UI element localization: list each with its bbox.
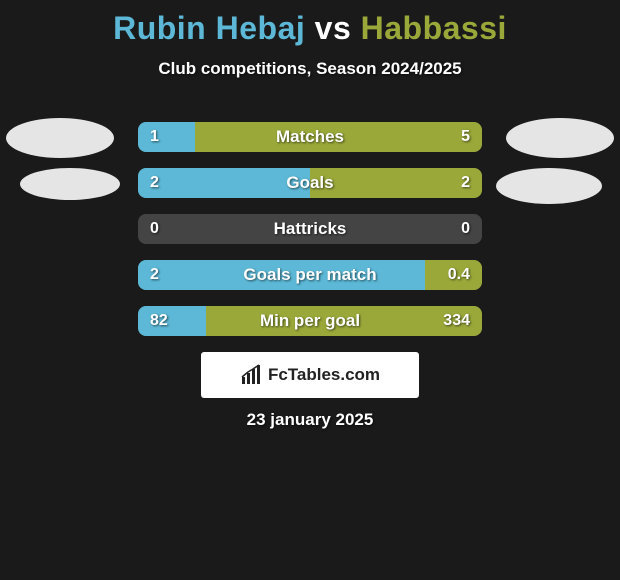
page-title: Rubin Hebaj vs Habbassi [0, 0, 620, 47]
stat-bar-row: 0 0Hattricks [138, 214, 482, 244]
brand-text: FcTables.com [268, 365, 380, 385]
stat-right-value: 0.4 [448, 260, 470, 290]
stat-left-value: 82 [150, 306, 168, 336]
player2-club-placeholder [496, 168, 602, 204]
brand-badge: FcTables.com [201, 352, 419, 398]
player2-name: Habbassi [361, 10, 507, 46]
stat-label: Hattricks [138, 214, 482, 244]
stat-bar-row: 22Goals [138, 168, 482, 198]
stat-left-value: 0 [150, 214, 159, 244]
stat-bar-left-fill [138, 122, 195, 152]
stat-bar-left-fill [138, 168, 310, 198]
stat-bar-right-fill [310, 168, 482, 198]
player1-name: Rubin Hebaj [113, 10, 305, 46]
stat-bar-row: 20.4Goals per match [138, 260, 482, 290]
comparison-infographic: Rubin Hebaj vs Habbassi Club competition… [0, 0, 620, 580]
stat-right-value: 334 [443, 306, 470, 336]
stat-right-value: 5 [461, 122, 470, 152]
stat-left-value: 2 [150, 168, 159, 198]
stat-bar-left-fill [138, 260, 425, 290]
vs-text: vs [315, 10, 352, 46]
stat-bar-row: 15Matches [138, 122, 482, 152]
stat-bar-right-fill [206, 306, 482, 336]
stat-right-value: 0 [461, 214, 470, 244]
player2-avatar-placeholder [506, 118, 614, 158]
stat-bars: 15Matches22Goals00Hattricks20.4Goals per… [138, 122, 482, 352]
stat-left-value: 1 [150, 122, 159, 152]
player1-club-placeholder [20, 168, 120, 200]
subtitle: Club competitions, Season 2024/2025 [0, 59, 620, 79]
stat-right-value: 2 [461, 168, 470, 198]
stat-bar-row: 82334Min per goal [138, 306, 482, 336]
stat-left-value: 2 [150, 260, 159, 290]
stat-bar-right-fill [195, 122, 482, 152]
date-stamp: 23 january 2025 [0, 410, 620, 430]
stat-bar-left-fill [138, 306, 206, 336]
player1-avatar-placeholder [6, 118, 114, 158]
bar-chart-icon [240, 364, 262, 386]
